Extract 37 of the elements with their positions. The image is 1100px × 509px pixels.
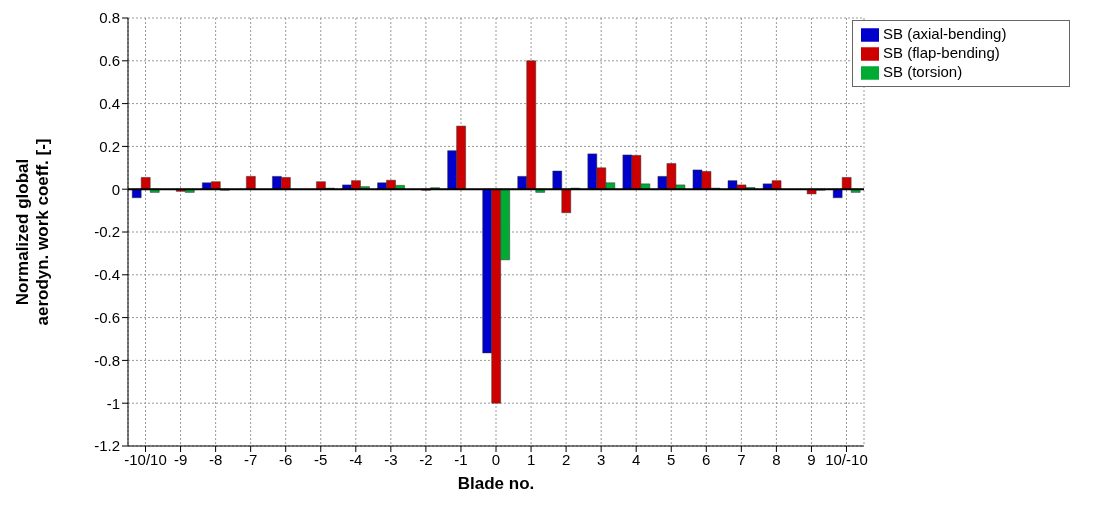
legend-label: SB (torsion) (883, 63, 963, 81)
x-tick-label: 6 (702, 450, 711, 468)
x-tick-label: -9 (173, 450, 188, 468)
y-tick-label: -0.8 (94, 351, 120, 369)
y-tick-label: 0 (111, 180, 120, 198)
legend-label: SB (axial-bending) (883, 25, 1007, 42)
x-tick-label: 5 (667, 450, 676, 468)
y-axis-title: Normalized global aerodyn. work coeff. [-] (13, 138, 52, 326)
x-tick-label: 1 (526, 450, 536, 468)
x-tick-label: -6 (279, 450, 293, 468)
y-tick-label: 0.8 (99, 9, 120, 27)
x-tick-label: -8 (208, 450, 223, 468)
y-tick-label: -1 (106, 394, 120, 412)
x-tick-label: 10/-10 (825, 450, 868, 468)
x-tick-label: 4 (632, 450, 641, 468)
x-axis-title: Blade no. (457, 474, 535, 493)
x-tick-label: 8 (772, 450, 781, 468)
y-tick-label: 0.2 (99, 137, 120, 155)
x-tick-label: 3 (596, 450, 606, 468)
x-tick-label: -3 (384, 450, 398, 468)
x-tick-label: -2 (419, 450, 433, 468)
y-tick-label: -0.6 (94, 308, 120, 326)
x-tick-label: 0 (491, 450, 501, 468)
x-tick-label: -4 (349, 450, 363, 468)
x-tick-label: 7 (737, 450, 746, 468)
legend-label: SB (flap-bending) (883, 44, 1000, 62)
x-tick-label: 9 (807, 450, 816, 468)
x-tick-label: -1 (454, 450, 468, 468)
y-tick-label: -0.2 (94, 223, 120, 241)
x-tick-label: -7 (243, 450, 258, 468)
y-tick-label: -0.4 (94, 266, 120, 284)
x-tick-label: 2 (561, 450, 571, 468)
x-tick-label: -5 (314, 450, 328, 468)
y-tick-label: 0.4 (99, 94, 120, 112)
y-tick-label: 0.6 (99, 52, 120, 70)
y-tick-label: -1.2 (94, 437, 120, 455)
x-tick-label: -10/10 (124, 450, 167, 468)
